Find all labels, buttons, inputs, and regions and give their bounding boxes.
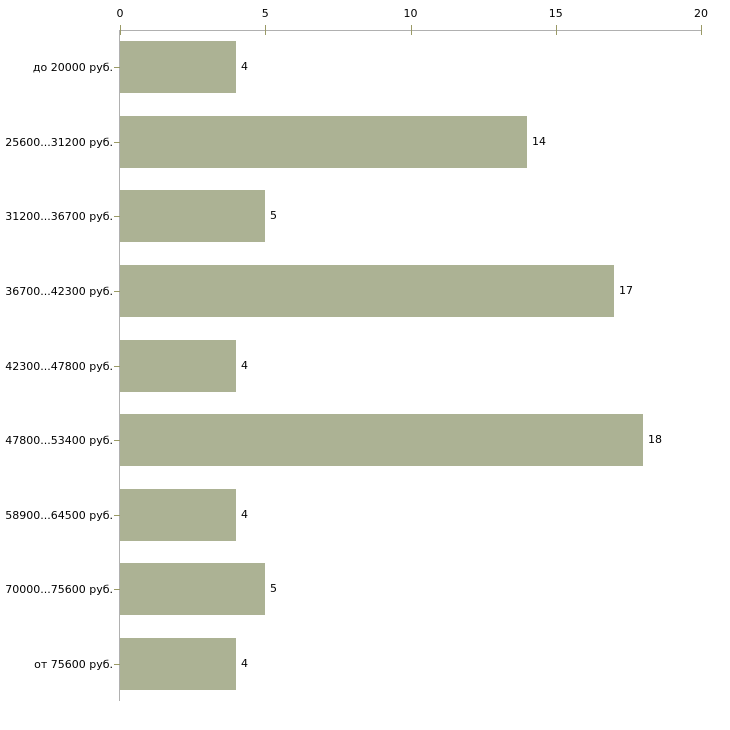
x-tick-mark [410, 25, 412, 35]
y-tick-mark [114, 664, 120, 665]
x-tick-mark [120, 25, 121, 35]
category-label: от 75600 руб. [34, 658, 113, 671]
x-tick-mark [555, 25, 557, 35]
bar-value-label: 18 [648, 433, 662, 446]
x-tick-label: 15 [548, 7, 563, 20]
category-label: 31200...36700 руб. [5, 210, 113, 223]
bar-value-label: 17 [619, 284, 633, 297]
category-label: 58900...64500 руб. [5, 509, 113, 522]
bar[interactable] [120, 414, 643, 466]
category-label: 36700...42300 руб. [5, 285, 113, 298]
x-tick-mark [701, 25, 702, 35]
category-label: 70000...75600 руб. [5, 583, 113, 596]
bar[interactable] [120, 340, 236, 392]
y-tick-mark [114, 440, 120, 441]
category-label: 47800...53400 руб. [5, 434, 113, 447]
y-tick-mark [114, 589, 120, 590]
bar[interactable] [120, 638, 236, 690]
x-tick-label: 10 [403, 7, 418, 20]
bar-value-label: 4 [241, 657, 248, 670]
bar-value-label: 4 [241, 359, 248, 372]
category-label: до 20000 руб. [32, 61, 113, 74]
x-tick-label: 20 [694, 7, 708, 20]
bar[interactable] [120, 190, 265, 242]
x-tick-mark [265, 25, 267, 35]
bar-value-label: 5 [270, 582, 277, 595]
bar[interactable] [120, 563, 265, 615]
bar[interactable] [120, 489, 236, 541]
y-tick-mark [114, 366, 120, 367]
y-axis-line [119, 30, 120, 701]
x-tick-label: 5 [261, 7, 269, 20]
y-tick-mark [114, 142, 120, 143]
bar-value-label: 4 [241, 508, 248, 521]
bar[interactable] [120, 116, 527, 168]
y-tick-mark [114, 515, 120, 516]
y-tick-mark [114, 67, 120, 68]
bar-value-label: 5 [270, 209, 277, 222]
y-tick-mark [114, 216, 120, 217]
bar[interactable] [120, 265, 614, 317]
x-tick-label: 0 [116, 7, 124, 20]
category-label: 25600...31200 руб. [5, 136, 113, 149]
bar-value-label: 14 [532, 135, 546, 148]
bar-value-label: 4 [241, 60, 248, 73]
y-tick-mark [114, 291, 120, 292]
category-label: 42300...47800 руб. [5, 360, 113, 373]
bar[interactable] [120, 41, 236, 93]
